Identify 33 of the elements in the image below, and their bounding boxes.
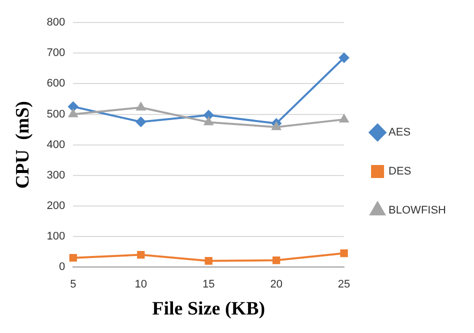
- point: [68, 109, 78, 118]
- x-tick-label: 10: [134, 278, 147, 291]
- y-tick-label: 700: [46, 47, 66, 60]
- y-tick-label: 500: [46, 108, 66, 120]
- point: [204, 117, 214, 126]
- point: [340, 114, 349, 122]
- point: [136, 102, 146, 111]
- x-tick-label: 25: [338, 278, 350, 291]
- y-axis-title: CPU (mS): [12, 100, 34, 189]
- y-tick-label: 300: [46, 169, 66, 182]
- point: [340, 249, 348, 258]
- point: [272, 122, 281, 130]
- point: [204, 110, 214, 120]
- point: [136, 116, 146, 127]
- point: [69, 254, 77, 262]
- x-axis-title: File Size (KB): [152, 298, 266, 320]
- y-tick-label: 400: [46, 138, 66, 151]
- legend-label: BLOWFISH: [388, 204, 446, 217]
- point: [68, 102, 78, 112]
- x-tick-label: 20: [270, 278, 282, 291]
- x-tick-label: 5: [70, 278, 76, 291]
- y-tick-label: 800: [46, 16, 66, 29]
- legend-label: AES: [388, 126, 411, 139]
- point: [272, 256, 280, 264]
- point: [204, 257, 212, 265]
- y-tick-label: 0: [59, 261, 66, 274]
- point: [137, 250, 145, 259]
- y-tick-label: 100: [46, 230, 66, 242]
- y-tick-label: 200: [46, 200, 66, 212]
- x-tick-label: 15: [202, 278, 215, 291]
- legend-label: DES: [388, 166, 412, 178]
- y-tick-label: 600: [46, 78, 66, 90]
- point: [339, 52, 350, 63]
